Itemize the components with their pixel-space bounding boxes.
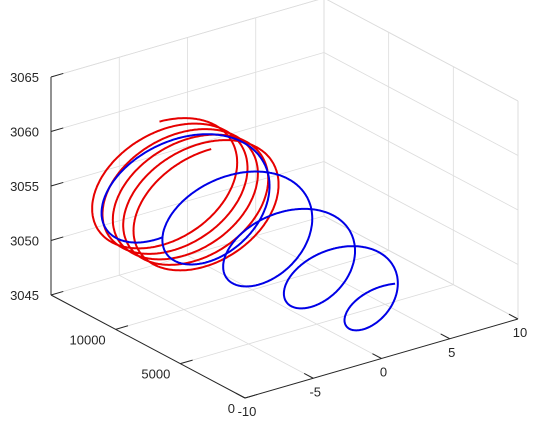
z-tick-label-0: 3045 xyxy=(10,288,39,303)
x-tick-label-0: 0 xyxy=(228,401,235,416)
top-edge-right xyxy=(326,0,519,102)
y-tick-2 xyxy=(372,353,382,359)
y-tick-label-1: -5 xyxy=(309,384,321,399)
x-tick-2 xyxy=(115,325,129,330)
y-tick-label-4: 10 xyxy=(513,325,527,340)
x-tick-label-2: 10000 xyxy=(70,332,106,347)
z-tick-3 xyxy=(50,127,64,132)
z-tick-0 xyxy=(50,290,64,296)
z-tick-label-1: 3050 xyxy=(10,234,39,249)
z-tick-2 xyxy=(50,181,64,187)
x-tick-1 xyxy=(180,359,193,365)
y-tick-3 xyxy=(440,333,450,340)
z-tick-1 xyxy=(50,236,64,241)
top-edge-back xyxy=(50,0,319,78)
tick-layer: -10 -5 0 5 10 0 5000 10000 3045 3050 3055 3060 3065 xyxy=(10,70,527,419)
floor-grid-line-y-1 xyxy=(119,274,314,379)
y-tick-label-2: 0 xyxy=(380,365,387,380)
floor-edge-far xyxy=(323,215,519,320)
x-axis-line xyxy=(50,294,246,399)
series-line-0 xyxy=(91,117,280,272)
floor-grid-line-y-2 xyxy=(187,255,382,359)
z-tick-label-2: 3055 xyxy=(10,179,39,194)
z-tick-label-4: 3065 xyxy=(10,70,39,85)
y-tick-1 xyxy=(303,373,314,379)
side-wall-grid-line-z-1 xyxy=(323,161,519,265)
x-tick-0 xyxy=(244,393,258,399)
z-tick-4 xyxy=(50,72,64,78)
y-tick-label-0: -10 xyxy=(238,404,257,419)
y-tick-4 xyxy=(508,313,519,320)
side-wall-grid-line-z-2 xyxy=(323,106,519,211)
series-layer xyxy=(91,117,399,332)
series-line-1 xyxy=(100,133,399,332)
y-tick-0 xyxy=(235,392,246,399)
y-tick-label-3: 5 xyxy=(448,345,455,360)
floor-grid-line-y-3 xyxy=(255,235,450,340)
back-wall-grid-line-z-3 xyxy=(50,52,325,132)
z-tick-label-3: 3060 xyxy=(10,125,39,140)
back-wall-grid-line-z-2 xyxy=(50,106,325,187)
x-tick-label-1: 5000 xyxy=(141,367,170,382)
side-wall-grid-line-z-3 xyxy=(323,52,519,156)
